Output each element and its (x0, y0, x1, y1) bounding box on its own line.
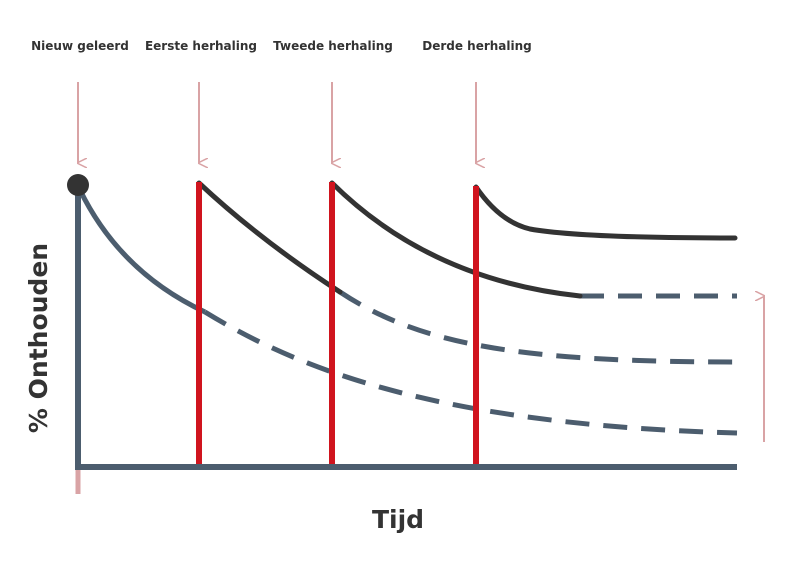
start-dot (67, 174, 89, 196)
curve (473, 184, 738, 241)
label: Eerste herhaling (145, 39, 257, 53)
curve (77, 188, 207, 315)
y-axis-label: % Onthouden (24, 243, 53, 433)
label: Derde herhaling (422, 39, 532, 53)
label: Nieuw geleerd (31, 39, 129, 53)
label: Tweede herhaling (273, 39, 393, 53)
curve (196, 180, 343, 295)
curve-dashed (203, 309, 738, 436)
curve-dashed (338, 289, 738, 365)
curve (329, 180, 583, 299)
x-axis-label: Tijd (372, 505, 424, 534)
